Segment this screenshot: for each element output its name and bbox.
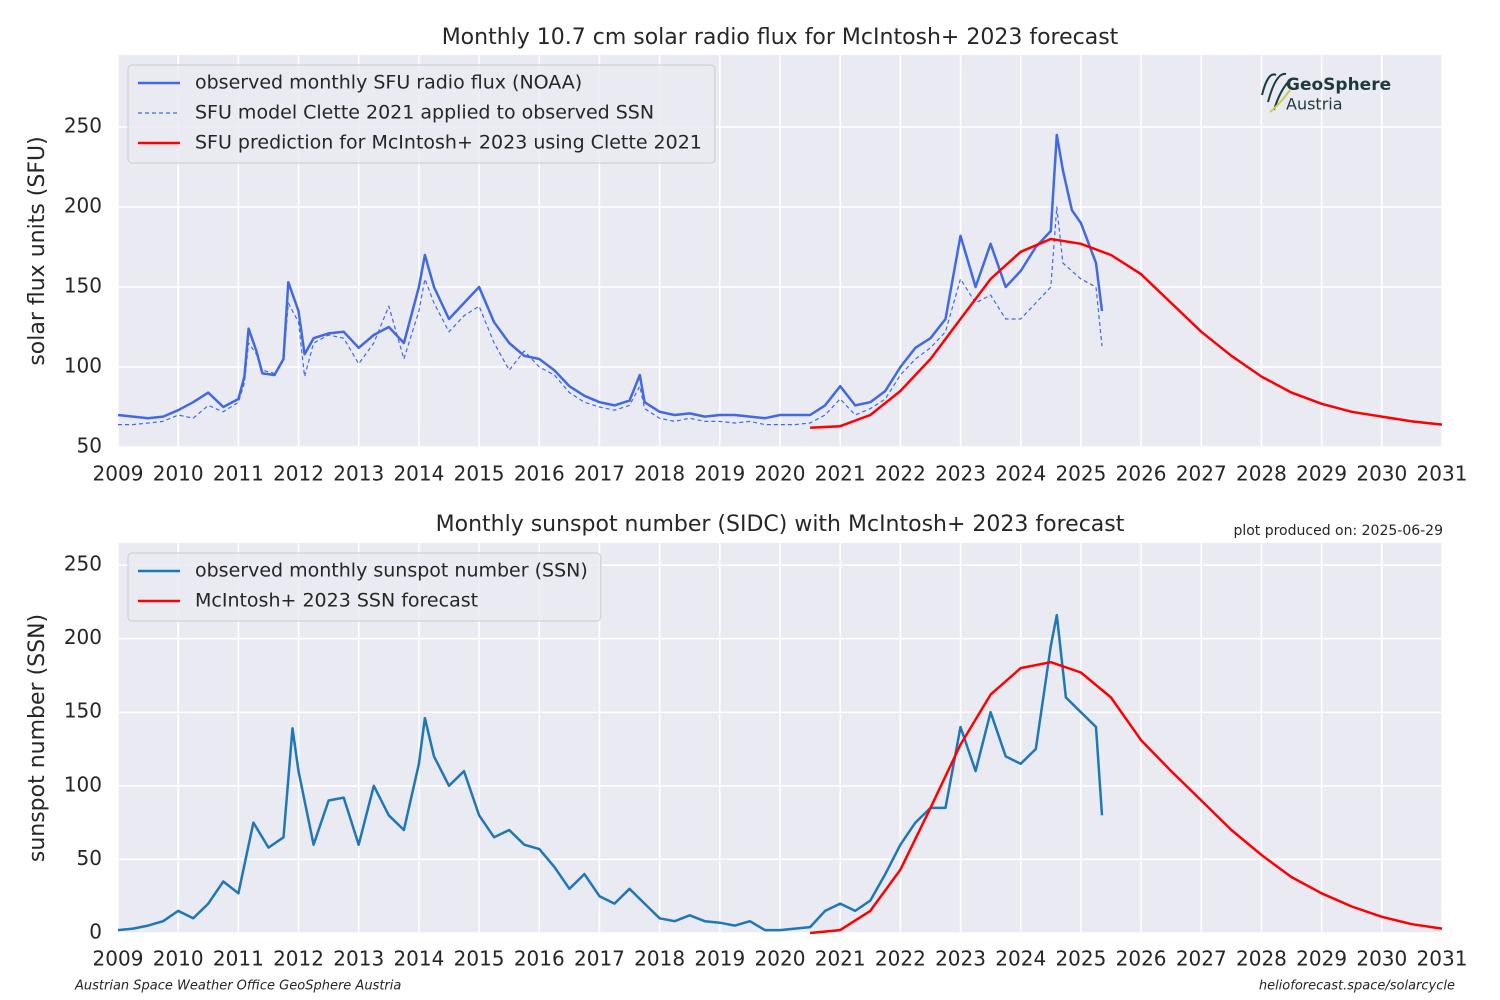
x-tick-label: 2028: [1236, 462, 1287, 486]
x-tick-label: 2027: [1176, 947, 1227, 971]
x-tick-label: 2024: [995, 462, 1046, 486]
legend-label: SFU model Clette 2021 applied to observe…: [195, 102, 654, 124]
x-tick-label: 2024: [995, 947, 1046, 971]
x-tick-label: 2031: [1417, 947, 1468, 971]
x-tick-label: 2018: [634, 947, 685, 971]
legend-box: [127, 64, 716, 164]
y-tick-label: 250: [64, 552, 102, 576]
x-tick-label: 2020: [755, 947, 806, 971]
legend-label: observed monthly sunspot number (SSN): [195, 560, 588, 582]
y-tick-label: 200: [64, 194, 102, 218]
legend-label: observed monthly SFU radio flux (NOAA): [195, 72, 582, 94]
x-tick-label: 2014: [393, 947, 444, 971]
x-tick-label: 2013: [333, 462, 384, 486]
y-tick-label: 50: [77, 846, 102, 870]
x-tick-label: 2027: [1176, 462, 1227, 486]
series-line: [810, 237, 1443, 430]
x-tick-label: 2022: [875, 462, 926, 486]
x-tick-label: 2031: [1417, 462, 1468, 486]
series-line: [117, 613, 1104, 932]
x-tick-label: 2015: [454, 947, 505, 971]
series-line: [809, 660, 1443, 935]
y-tick-label: 50: [77, 434, 102, 458]
x-tick-label: 2021: [815, 947, 866, 971]
y-axis-label: solar flux units (SFU): [25, 136, 50, 365]
y-tick-label: 150: [64, 699, 102, 723]
x-tick-label: 2025: [1055, 947, 1106, 971]
x-tick-label: 2025: [1055, 462, 1106, 486]
x-tick-label: 2023: [935, 947, 986, 971]
x-tick-label: 2028: [1236, 947, 1287, 971]
produced-date: plot produced on: 2025-06-29: [1233, 523, 1443, 539]
x-tick-label: 2017: [574, 947, 625, 971]
y-tick-label: 0: [89, 920, 102, 944]
logo-icon-accent: [1269, 89, 1291, 113]
subplot: 2009 2010 2011 2012 2013 2014 2015 2016 2017 2018…: [25, 512, 1467, 971]
y-tick-label: 100: [64, 772, 102, 796]
logo-name: GeoSphere: [1286, 75, 1391, 95]
x-tick-label: 2010: [153, 947, 204, 971]
x-tick-label: 2009: [93, 462, 144, 486]
logo-country: Austria: [1286, 95, 1343, 114]
x-tick-label: 2017: [574, 462, 625, 486]
x-tick-label: 2012: [273, 462, 324, 486]
legend-label: McIntosh+ 2023 SSN forecast: [195, 590, 478, 612]
x-tick-label: 2030: [1356, 947, 1407, 971]
x-tick-label: 2012: [273, 947, 324, 971]
x-tick-label: 2009: [93, 947, 144, 971]
x-tick-label: 2026: [1116, 462, 1167, 486]
x-tick-label: 2011: [213, 947, 264, 971]
series-line: [117, 133, 1104, 420]
x-tick-label: 2022: [875, 947, 926, 971]
x-tick-label: 2014: [393, 462, 444, 486]
x-tick-label: 2016: [514, 462, 565, 486]
logo: GeoSphere Austria: [1261, 72, 1391, 114]
x-tick-label: 2023: [935, 462, 986, 486]
y-axis-label: sunspot number (SSN): [25, 614, 50, 862]
x-tick-label: 2029: [1296, 947, 1347, 971]
legend-box: [127, 552, 602, 622]
subplot: 2009 2010 2011 2012 2013 2014 2015 2016 2017 2018…: [25, 25, 1467, 486]
x-tick-label: 2015: [454, 462, 505, 486]
y-tick-label: 100: [64, 354, 102, 378]
footer-right: helioforecast.space/solarcycle: [1259, 979, 1455, 994]
x-tick-label: 2013: [333, 947, 384, 971]
x-tick-label: 2021: [815, 462, 866, 486]
y-tick-label: 150: [64, 274, 102, 298]
x-tick-label: 2010: [153, 462, 204, 486]
x-tick-label: 2030: [1356, 462, 1407, 486]
y-tick-label: 200: [64, 625, 102, 649]
x-tick-label: 2016: [514, 947, 565, 971]
x-tick-label: 2019: [694, 947, 745, 971]
y-tick-label: 250: [64, 114, 102, 138]
x-tick-label: 2020: [755, 462, 806, 486]
legend-label: SFU prediction for McIntosh+ 2023 using …: [195, 132, 702, 154]
chart-title: Monthly 10.7 cm solar radio flux for McI…: [442, 25, 1119, 50]
x-tick-label: 2029: [1296, 462, 1347, 486]
x-tick-label: 2011: [213, 462, 264, 486]
chart-title: Monthly sunspot number (SIDC) with McInt…: [436, 512, 1125, 537]
footer-left: Austrian Space Weather Office GeoSphere …: [74, 979, 401, 994]
x-tick-label: 2019: [694, 462, 745, 486]
x-tick-label: 2026: [1116, 947, 1167, 971]
x-tick-label: 2018: [634, 462, 685, 486]
